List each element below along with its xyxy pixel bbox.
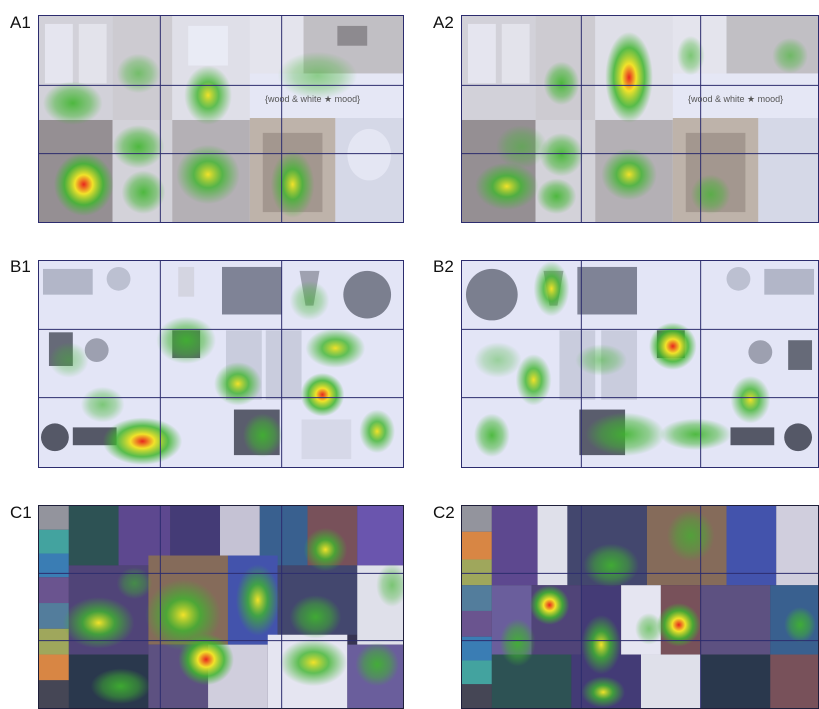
caption-a2: {wood & white ★ mood}	[688, 94, 784, 104]
panel-label-a2: A2	[433, 13, 454, 32]
panel-label-b2: B2	[433, 257, 454, 276]
object-collage-b1	[39, 261, 403, 467]
moodboard-collage-a1	[39, 16, 403, 222]
moodboard-collage-a2	[462, 16, 818, 222]
heatmap-panel-c2	[461, 505, 819, 709]
heatmap-panel-b2	[461, 260, 819, 468]
heatmap-panel-a2: {wood & white ★ mood}	[461, 15, 819, 223]
panel-label-c1: C1	[10, 503, 32, 522]
color-collage-c2	[462, 506, 818, 708]
color-collage-c1	[39, 506, 403, 708]
panel-label-c2: C2	[433, 503, 455, 522]
heatmap-panel-c1	[38, 505, 404, 709]
panel-label-b1: B1	[10, 257, 31, 276]
object-collage-b2	[462, 261, 818, 467]
heatmap-panel-a1: {wood & white ★ mood}	[38, 15, 404, 223]
panel-label-a1: A1	[10, 13, 31, 32]
heatmap-panel-b1	[38, 260, 404, 468]
caption-a1: {wood & white ★ mood}	[265, 94, 361, 104]
